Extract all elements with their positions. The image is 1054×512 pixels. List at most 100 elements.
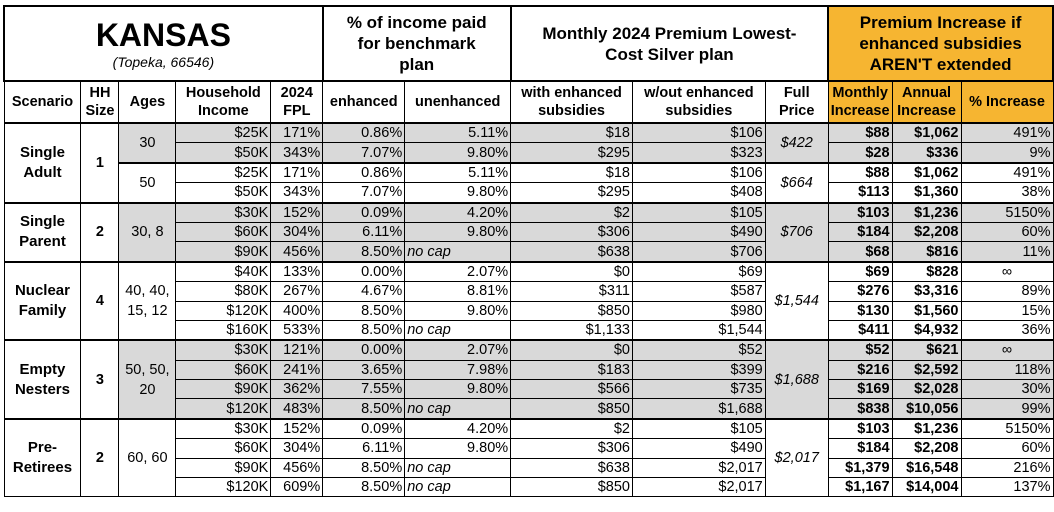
enhanced-pct: 0.00% — [322, 339, 406, 361]
state-title: KANSAS — [95, 16, 231, 53]
household-income: $120K — [175, 477, 272, 498]
enhanced-pct: 8.50% — [322, 457, 406, 479]
fpl: 304% — [270, 221, 324, 243]
without-enhanced-premium: $980 — [631, 300, 766, 321]
with-enhanced-premium: $183 — [510, 359, 633, 381]
enhanced-pct: 0.86% — [322, 161, 406, 184]
hh-size-cell: 4 — [80, 260, 120, 341]
pct-income-header: % of income paid for benchmark plan — [321, 5, 512, 82]
increase-header: Premium Increase if enhanced subsidies A… — [827, 5, 1054, 82]
with-enhanced-premium: $18 — [510, 161, 633, 184]
household-income: $60K — [175, 221, 272, 243]
monthly-increase: $69 — [827, 260, 893, 283]
household-income: $30K — [175, 417, 272, 440]
without-enhanced-premium: $105 — [631, 201, 766, 223]
pct-increase: 216% — [960, 457, 1054, 479]
pct-increase: 5150% — [960, 201, 1054, 223]
enhanced-pct: 8.50% — [322, 300, 406, 321]
monthly-increase: $184 — [827, 221, 893, 243]
table-row: $160K 533% 8.50% no cap $1,133 $1,544 $411 $4,9… — [4, 319, 1054, 341]
pct-increase: 137% — [960, 477, 1054, 498]
fpl: 267% — [270, 281, 324, 302]
annual-increase: $1,062 — [891, 161, 962, 184]
hh-size-cell: 2 — [80, 417, 120, 498]
scenario-cell: Nuclear Family — [3, 260, 82, 341]
column-header-monthly-increase: Monthly Increase — [827, 80, 893, 124]
annual-increase: $14,004 — [891, 477, 962, 498]
monthly-increase: $68 — [827, 241, 893, 263]
with-enhanced-premium: $2 — [510, 417, 633, 440]
annual-increase: $2,028 — [891, 379, 962, 400]
table-row: 50 $25K 171% 0.86% 5.11% $18 $106 $664 $88 $1,062… — [4, 161, 1054, 204]
annual-increase: $16,548 — [891, 457, 962, 479]
without-enhanced-premium: $587 — [631, 281, 766, 302]
with-enhanced-premium: $295 — [510, 142, 633, 164]
pct-increase: ∞ — [960, 339, 1054, 361]
monthly-increase: $103 — [827, 201, 893, 223]
fpl: 133% — [270, 260, 324, 283]
unenhanced-pct: 8.81% — [404, 281, 512, 302]
household-income: $25K — [175, 161, 272, 184]
enhanced-pct: 6.11% — [322, 221, 406, 243]
pct-increase: 11% — [960, 241, 1054, 263]
unenhanced-pct: 5.11% — [404, 122, 512, 144]
monthly-increase: $1,379 — [827, 457, 893, 479]
unenhanced-pct: 4.20% — [404, 201, 512, 223]
annual-increase: $3,316 — [891, 281, 962, 302]
full-price-cell: $422 — [764, 122, 829, 164]
with-enhanced-premium: $18 — [510, 122, 633, 144]
scenario-cell: Pre-Retirees — [3, 417, 82, 498]
unenhanced-pct: no cap — [404, 241, 512, 263]
monthly-increase: $103 — [827, 417, 893, 440]
household-income: $90K — [175, 241, 272, 263]
table-row: $50K 343% 7.07% 9.80% $295 $408 $113 $1,360 38% — [4, 182, 1054, 204]
household-income: $80K — [175, 281, 272, 302]
household-income: $40K — [175, 260, 272, 283]
column-header-without-enhanced: w/out enhanced subsidies — [631, 80, 766, 124]
pct-increase: 491% — [960, 122, 1054, 144]
with-enhanced-premium: $1,133 — [510, 319, 633, 341]
table-row: Single Adult 1 30 $25K 171% 0.86% 5.11% $18 $106… — [3, 122, 1054, 204]
annual-increase: $828 — [891, 260, 962, 283]
monthly-increase: $113 — [827, 182, 893, 204]
annual-increase: $621 — [891, 339, 962, 361]
fpl: 456% — [270, 241, 324, 263]
household-income: $50K — [175, 142, 272, 164]
table-row: Pre-Retirees 2 60, 60 $30K 152% 0.09% 4.20% $2 $… — [3, 417, 1054, 498]
unenhanced-pct: no cap — [404, 319, 512, 341]
unenhanced-pct: 9.80% — [404, 182, 512, 204]
with-enhanced-premium: $638 — [510, 457, 633, 479]
without-enhanced-premium: $106 — [631, 161, 766, 184]
without-enhanced-premium: $735 — [631, 379, 766, 400]
ages-cell: 40, 40, 15, 12 — [118, 260, 177, 341]
unenhanced-pct: 9.80% — [404, 142, 512, 164]
hh-size-cell: 1 — [80, 122, 120, 204]
with-enhanced-premium: $2 — [510, 201, 633, 223]
table-row: $50K 343% 7.07% 9.80% $295 $323 $28 $336 9% — [4, 142, 1054, 164]
without-enhanced-premium: $490 — [631, 221, 766, 243]
fpl: 533% — [270, 319, 324, 341]
fpl: 304% — [270, 438, 324, 459]
monthly-increase: $276 — [827, 281, 893, 302]
without-enhanced-premium: $2,017 — [631, 477, 766, 498]
with-enhanced-premium: $850 — [510, 398, 633, 420]
column-header-fpl: 2024 FPL — [270, 80, 324, 124]
fpl: 171% — [270, 161, 324, 184]
enhanced-pct: 7.07% — [322, 182, 406, 204]
full-price-cell: $2,017 — [764, 417, 829, 498]
fpl: 241% — [270, 359, 324, 381]
pct-increase: 9% — [960, 142, 1054, 164]
household-income: $25K — [175, 122, 272, 144]
enhanced-pct: 7.55% — [322, 379, 406, 400]
household-income: $30K — [175, 339, 272, 361]
column-header-unenhanced: unenhanced — [404, 80, 512, 124]
with-enhanced-premium: $0 — [510, 339, 633, 361]
enhanced-pct: 7.07% — [322, 142, 406, 164]
column-header-with-enhanced: with enhanced subsidies — [510, 80, 633, 124]
monthly-increase: $184 — [827, 438, 893, 459]
enhanced-pct: 0.00% — [322, 260, 406, 283]
ages-cell: 30 — [118, 122, 177, 164]
annual-increase: $1,236 — [891, 417, 962, 440]
fpl: 609% — [270, 477, 324, 498]
enhanced-pct: 0.09% — [322, 417, 406, 440]
